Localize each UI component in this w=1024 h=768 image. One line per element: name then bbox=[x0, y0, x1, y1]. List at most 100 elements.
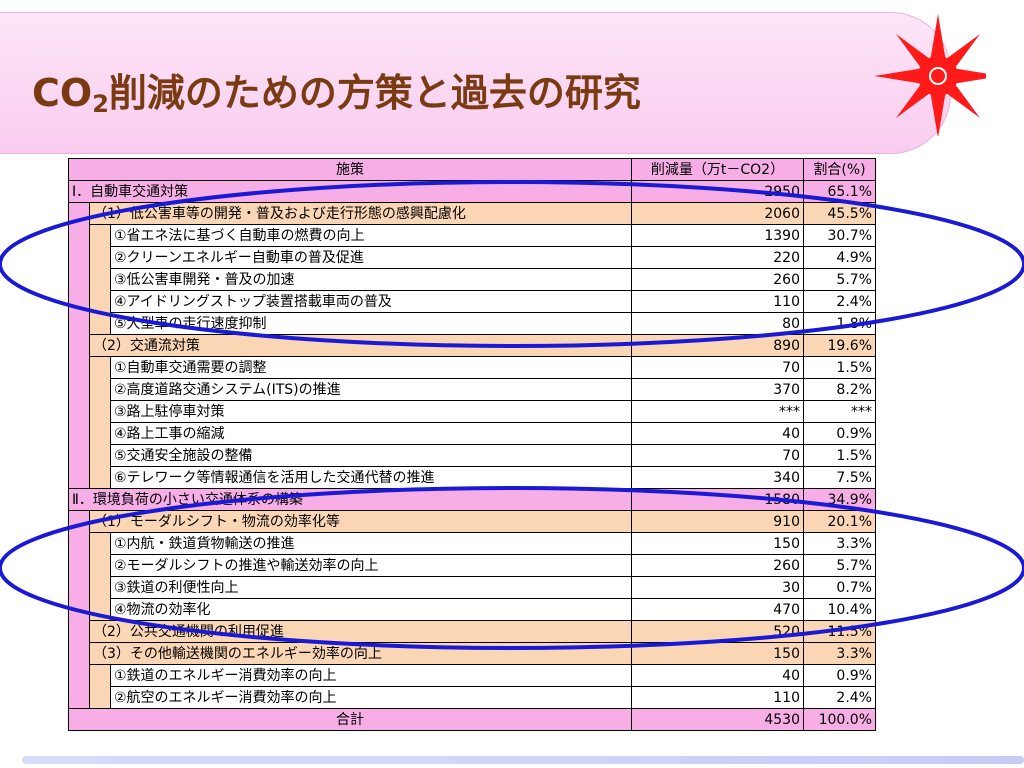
item-label: ④物流の効率化 bbox=[110, 598, 632, 621]
indent-cell bbox=[68, 356, 90, 379]
item-label: ③路上駐停車対策 bbox=[110, 400, 632, 423]
indent-cell bbox=[68, 202, 90, 225]
table-row: （3）その他輸送機関のエネルギー効率の向上 150 3.3% bbox=[68, 642, 876, 665]
indent-cell bbox=[89, 290, 111, 313]
table-row: （2）公共交通機関の利用促進 520 11.5% bbox=[68, 620, 876, 643]
table-row: ②クリーンエネルギー自動車の普及促進 220 4.9% bbox=[68, 246, 876, 269]
reduction-value: 370 bbox=[631, 378, 804, 401]
item-label: ②クリーンエネルギー自動車の普及促進 bbox=[110, 246, 632, 269]
indent-cell bbox=[89, 378, 111, 401]
indent-cell bbox=[89, 444, 111, 467]
table-row: ④物流の効率化 470 10.4% bbox=[68, 598, 876, 621]
reduction-value: 260 bbox=[631, 554, 804, 577]
indent-cell bbox=[89, 598, 111, 621]
table-row: ①内航・鉄道貨物輸送の推進 150 3.3% bbox=[68, 532, 876, 555]
item-label: ②航空のエネルギー消費効率の向上 bbox=[110, 686, 632, 709]
co2-measures-table: 施策 削減量（万t－CO2） 割合(%) Ⅰ．自動車交通対策 2950 65.1% （… bbox=[68, 158, 876, 731]
item-label: ①自動車交通需要の調整 bbox=[110, 356, 632, 379]
indent-cell bbox=[68, 312, 90, 335]
indent-cell bbox=[68, 378, 90, 401]
reduction-value: 30 bbox=[631, 576, 804, 599]
category-label: Ⅰ．自動車交通対策 bbox=[68, 180, 632, 203]
indent-cell bbox=[68, 598, 90, 621]
indent-cell bbox=[68, 664, 90, 687]
indent-cell bbox=[68, 620, 90, 643]
indent-cell bbox=[89, 576, 111, 599]
item-label: ④路上工事の縮減 bbox=[110, 422, 632, 445]
reduction-value: 520 bbox=[631, 620, 804, 643]
ratio-value: 3.3% bbox=[803, 532, 876, 555]
reduction-value: 910 bbox=[631, 510, 804, 533]
indent-cell bbox=[89, 554, 111, 577]
ratio-value: 8.2% bbox=[803, 378, 876, 401]
total-row: 合計 4530 100.0% bbox=[68, 708, 876, 731]
item-label: ②モーダルシフトの推進や輸送効率の向上 bbox=[110, 554, 632, 577]
ratio-value: 2.4% bbox=[803, 290, 876, 313]
table-row: ①鉄道のエネルギー消費効率の向上 40 0.9% bbox=[68, 664, 876, 687]
ratio-value: 0.9% bbox=[803, 664, 876, 687]
table-row: ⑤交通安全施設の整備 70 1.5% bbox=[68, 444, 876, 467]
ratio-value: 19.6% bbox=[803, 334, 876, 357]
reduction-value: 890 bbox=[631, 334, 804, 357]
total-label: 合計 bbox=[68, 708, 632, 731]
reduction-value: 40 bbox=[631, 422, 804, 445]
ratio-value: 34.9% bbox=[803, 488, 876, 511]
table-row: ⑤大型車の走行速度抑制 80 1.8% bbox=[68, 312, 876, 335]
table-row: ②モーダルシフトの推進や輸送効率の向上 260 5.7% bbox=[68, 554, 876, 577]
reduction-value: 150 bbox=[631, 532, 804, 555]
indent-cell bbox=[89, 312, 111, 335]
ratio-value: 5.7% bbox=[803, 268, 876, 291]
table-row: Ⅰ．自動車交通対策 2950 65.1% bbox=[68, 180, 876, 203]
indent-cell bbox=[89, 532, 111, 555]
reduction-value: 220 bbox=[631, 246, 804, 269]
indent-cell bbox=[89, 246, 111, 269]
indent-cell bbox=[68, 422, 90, 445]
ratio-value: 65.1% bbox=[803, 180, 876, 203]
footer-divider bbox=[22, 756, 1024, 764]
reduction-value: 110 bbox=[631, 686, 804, 709]
ratio-value: 1.5% bbox=[803, 444, 876, 467]
item-label: ④アイドリングストップ装置搭載車両の普及 bbox=[110, 290, 632, 313]
title-banner bbox=[0, 12, 951, 154]
table-row: ②高度道路交通システム(ITS)の推進 370 8.2% bbox=[68, 378, 876, 401]
reduction-value: 470 bbox=[631, 598, 804, 621]
group-label: （1）モーダルシフト・物流の効率化等 bbox=[89, 510, 632, 533]
table-row: ①自動車交通需要の調整 70 1.5% bbox=[68, 356, 876, 379]
indent-cell bbox=[68, 532, 90, 555]
item-label: ⑤大型車の走行速度抑制 bbox=[110, 312, 632, 335]
indent-cell bbox=[68, 400, 90, 423]
item-label: ①鉄道のエネルギー消費効率の向上 bbox=[110, 664, 632, 687]
indent-cell bbox=[89, 422, 111, 445]
indent-cell bbox=[89, 356, 111, 379]
table-row: ②航空のエネルギー消費効率の向上 110 2.4% bbox=[68, 686, 876, 709]
header-ratio: 割合(%) bbox=[803, 158, 876, 181]
table-row: ①省エネ法に基づく自動車の燃費の向上 1390 30.7% bbox=[68, 224, 876, 247]
group-label: （2）交通流対策 bbox=[89, 334, 632, 357]
table-row: （2）交通流対策 890 19.6% bbox=[68, 334, 876, 357]
ratio-value: 20.1% bbox=[803, 510, 876, 533]
item-label: ⑥テレワーク等情報通信を活用した交通代替の推進 bbox=[110, 466, 632, 489]
indent-cell bbox=[89, 686, 111, 709]
reduction-value: 340 bbox=[631, 466, 804, 489]
ratio-value: 7.5% bbox=[803, 466, 876, 489]
reduction-value: 150 bbox=[631, 642, 804, 665]
indent-cell bbox=[68, 290, 90, 313]
item-label: ②高度道路交通システム(ITS)の推進 bbox=[110, 378, 632, 401]
indent-cell bbox=[68, 642, 90, 665]
reduction-value: 1390 bbox=[631, 224, 804, 247]
indent-cell bbox=[68, 268, 90, 291]
table-row: ④路上工事の縮減 40 0.9% bbox=[68, 422, 876, 445]
table-row: ③低公害車開発・普及の加速 260 5.7% bbox=[68, 268, 876, 291]
total-value: 4530 bbox=[631, 708, 804, 731]
table-header-row: 施策 削減量（万t－CO2） 割合(%) bbox=[68, 158, 876, 181]
reduction-value: 70 bbox=[631, 356, 804, 379]
ratio-value: 10.4% bbox=[803, 598, 876, 621]
group-label: （1）低公害車等の開発・普及および走行形態の感興配慮化 bbox=[89, 202, 632, 225]
ratio-value: 2.4% bbox=[803, 686, 876, 709]
reduction-value: 70 bbox=[631, 444, 804, 467]
ratio-value: 1.8% bbox=[803, 312, 876, 335]
ratio-value: 4.9% bbox=[803, 246, 876, 269]
ratio-value: 3.3% bbox=[803, 642, 876, 665]
reduction-value: 40 bbox=[631, 664, 804, 687]
reduction-value: *** bbox=[631, 400, 804, 423]
